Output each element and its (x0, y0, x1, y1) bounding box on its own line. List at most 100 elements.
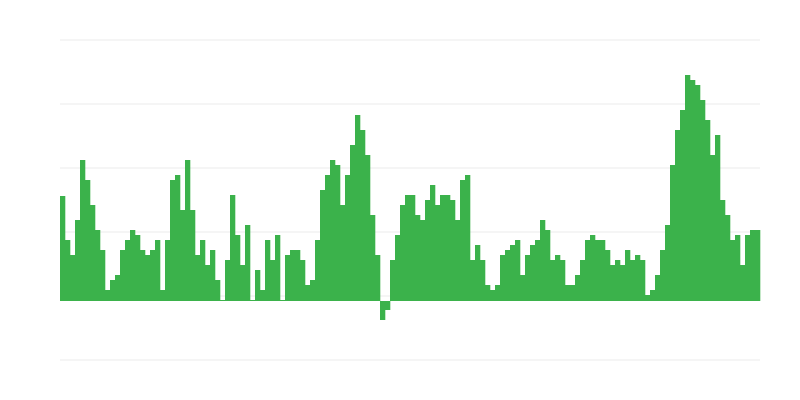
bar (295, 250, 301, 301)
bar (715, 135, 721, 301)
bar (485, 285, 491, 301)
bar (475, 245, 481, 301)
bar (745, 235, 751, 301)
bar (435, 205, 441, 301)
bar (415, 215, 421, 301)
bar (440, 195, 446, 301)
bar (220, 300, 226, 301)
bar (230, 195, 236, 301)
bar (550, 260, 556, 301)
bar (70, 255, 76, 301)
bar (155, 240, 161, 301)
bar (645, 295, 651, 301)
bar (675, 130, 681, 301)
bar (630, 260, 636, 301)
bar (255, 270, 261, 301)
bar (105, 290, 111, 301)
bar (235, 235, 241, 301)
bar (545, 230, 551, 301)
bar (215, 280, 221, 301)
bar (620, 265, 626, 301)
bar (320, 190, 326, 301)
bar (725, 215, 731, 301)
bar (265, 240, 271, 301)
bar (360, 130, 366, 301)
bar (705, 120, 711, 301)
bar (605, 250, 611, 301)
bars (60, 75, 761, 320)
bar (470, 260, 476, 301)
bar (175, 175, 181, 301)
bar (380, 301, 386, 320)
bar (100, 250, 106, 301)
bar (490, 290, 496, 301)
bar (300, 260, 306, 301)
bar (325, 175, 331, 301)
bar (430, 185, 436, 301)
bar (190, 210, 196, 301)
bar (560, 260, 566, 301)
bar (600, 240, 606, 301)
bar (390, 260, 396, 301)
bar (515, 240, 521, 301)
bar (720, 200, 726, 301)
bar (540, 220, 546, 301)
bar (420, 220, 426, 301)
bar (185, 160, 191, 301)
bar (250, 300, 256, 301)
bar (480, 260, 486, 301)
bar (355, 115, 361, 301)
bar (635, 255, 641, 301)
bar (510, 245, 516, 301)
bar (535, 240, 541, 301)
bar (385, 301, 391, 310)
bar (90, 205, 96, 301)
bar (595, 240, 601, 301)
bar (455, 220, 461, 301)
bar (80, 160, 86, 301)
bar (680, 110, 686, 301)
bar (530, 245, 536, 301)
bar (350, 145, 356, 301)
bar (120, 250, 126, 301)
bar (130, 230, 136, 301)
bar (585, 240, 591, 301)
bar (305, 285, 311, 301)
bar (290, 250, 296, 301)
bar (75, 220, 81, 301)
bar (180, 210, 186, 301)
bar (115, 275, 121, 301)
bar (410, 195, 416, 301)
bar (135, 235, 141, 301)
bar (445, 195, 451, 301)
bar (275, 235, 281, 301)
bar (505, 250, 511, 301)
bar (690, 80, 696, 301)
bar (395, 235, 401, 301)
bar (425, 200, 431, 301)
bar (125, 240, 131, 301)
bar (150, 250, 156, 301)
bar (335, 165, 341, 301)
bar (740, 265, 746, 301)
bar (140, 250, 146, 301)
bar (400, 205, 406, 301)
bar (500, 255, 506, 301)
bar (460, 180, 466, 301)
bar (205, 265, 211, 301)
bar (110, 280, 116, 301)
bar (625, 250, 631, 301)
bar (495, 285, 501, 301)
bar (570, 285, 576, 301)
bar (65, 240, 71, 301)
bar (60, 196, 66, 301)
bar (755, 230, 761, 301)
bar (695, 85, 701, 301)
bar (85, 180, 91, 301)
bar (285, 255, 291, 301)
bar (145, 255, 151, 301)
bar (370, 215, 376, 301)
bar (280, 300, 286, 301)
bar (670, 165, 676, 301)
